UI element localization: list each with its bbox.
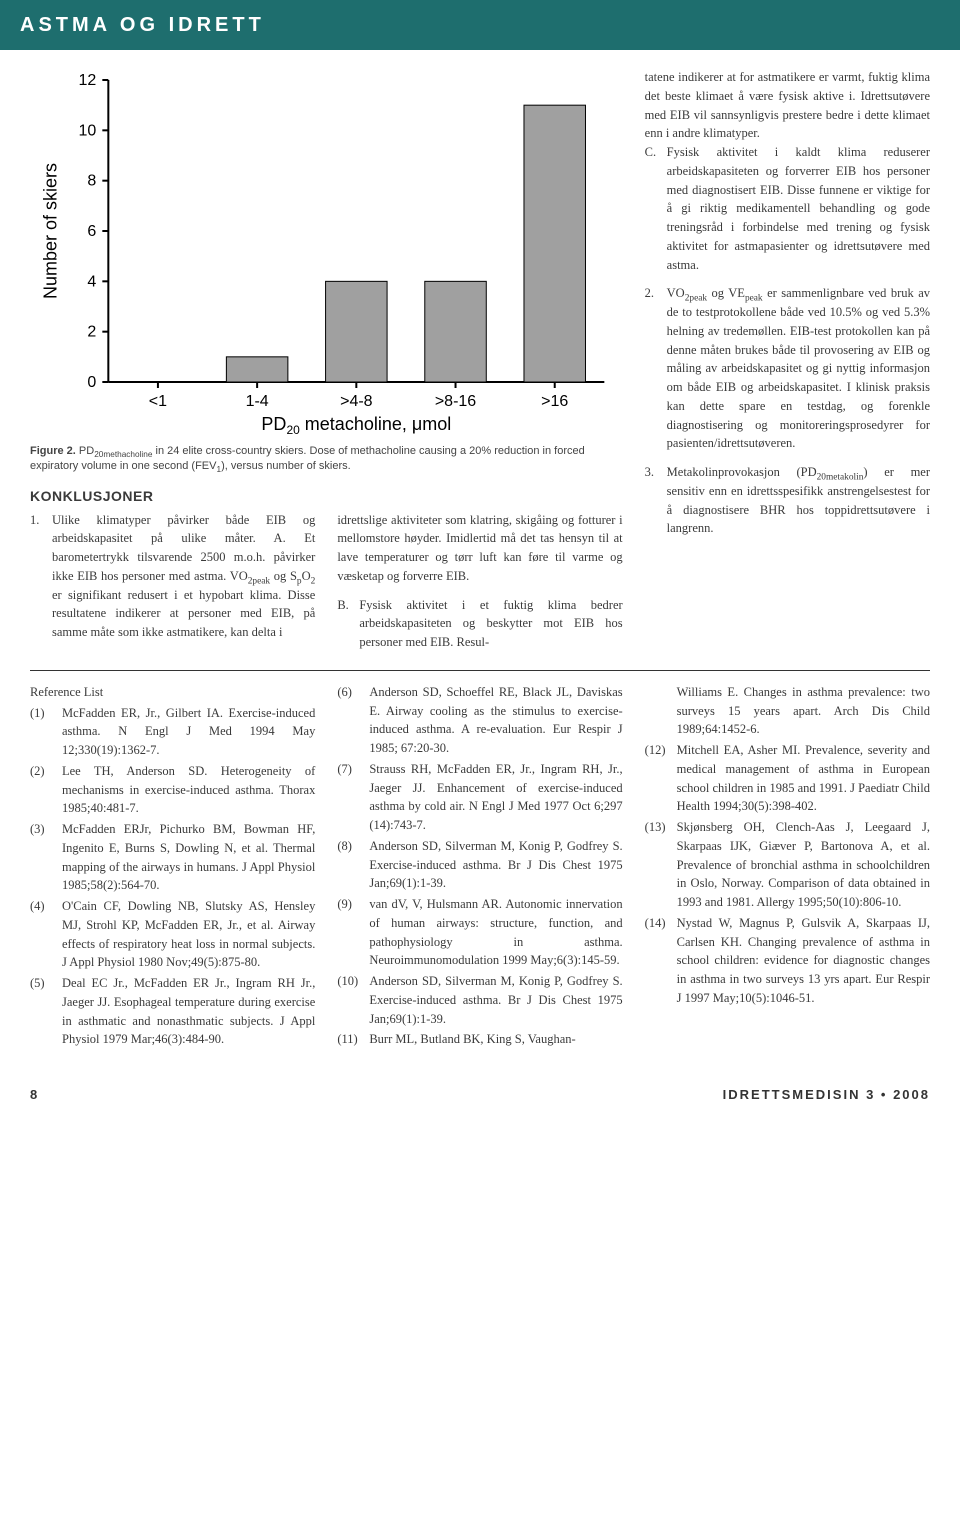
reference-number: (5) [30, 974, 56, 1049]
reference-item: (3)McFadden ERJr, Pichurko BM, Bowman HF… [30, 820, 315, 895]
reference-number [645, 683, 671, 739]
svg-text:Number of skiers: Number of skiers [40, 163, 60, 299]
item-1-marker: 1. [30, 511, 46, 642]
reference-item: (5)Deal EC Jr., McFadden ER Jr., Ingram … [30, 974, 315, 1049]
svg-text:1-4: 1-4 [246, 393, 269, 410]
reference-text: Nystad W, Magnus P, Gulsvik A, Skarpaas … [677, 914, 930, 1008]
reference-text: Anderson SD, Silverman M, Konig P, Godfr… [369, 837, 622, 893]
conclusions-heading: KONKLUSJONER [30, 486, 623, 507]
references-col2: (6)Anderson SD, Schoeffel RE, Black JL, … [337, 683, 622, 1051]
reference-item: (2)Lee TH, Anderson SD. Heterogeneity of… [30, 762, 315, 818]
references-col3: Williams E. Changes in asthma prevalence… [645, 683, 930, 1051]
reference-text: McFadden ER, Jr., Gilbert IA. Exercise-i… [62, 704, 315, 760]
item-2-text: VO2peak og VEpeak er sammenlignbare ved … [667, 284, 930, 453]
separator-line [30, 670, 930, 671]
reference-number: (12) [645, 741, 671, 816]
figure-caption-text: PD20methacholine in 24 elite cross-count… [30, 445, 585, 472]
svg-text:0: 0 [87, 374, 96, 391]
reference-number: (7) [337, 760, 363, 835]
svg-text:10: 10 [79, 122, 97, 139]
reference-item: (4)O'Cain CF, Dowling NB, Slutsky AS, He… [30, 897, 315, 972]
svg-text:>8-16: >8-16 [435, 393, 476, 410]
reference-number: (2) [30, 762, 56, 818]
section-header: ASTMA OG IDRETT [0, 0, 960, 50]
reference-text: Lee TH, Anderson SD. Heterogeneity of me… [62, 762, 315, 818]
reference-text: McFadden ERJr, Pichurko BM, Bowman HF, I… [62, 820, 315, 895]
reference-number: (14) [645, 914, 671, 1008]
svg-text:8: 8 [87, 173, 96, 190]
reference-text: Mitchell EA, Asher MI. Prevalence, sever… [677, 741, 930, 816]
svg-text:PD20 metacholine, μmol: PD20 metacholine, μmol [261, 414, 451, 437]
reference-number: (11) [337, 1030, 363, 1049]
item-c-text: Fysisk aktivitet i kaldt klima reduserer… [667, 143, 930, 274]
svg-text:<1: <1 [149, 393, 167, 410]
reference-number: (9) [337, 895, 363, 970]
reference-number: (8) [337, 837, 363, 893]
reference-number: (13) [645, 818, 671, 912]
svg-text:>16: >16 [541, 393, 568, 410]
figure-caption: Figure 2. PD20methacholine in 24 elite c… [30, 444, 623, 474]
reference-item: (6)Anderson SD, Schoeffel RE, Black JL, … [337, 683, 622, 758]
conclusions-col2: idrettslige aktiviteter som klatring, sk… [337, 511, 622, 652]
reference-item: (12)Mitchell EA, Asher MI. Prevalence, s… [645, 741, 930, 816]
reference-number: (1) [30, 704, 56, 760]
reference-item: (9)van dV, V, Hulsmann AR. Autonomic inn… [337, 895, 622, 970]
col2-continuation: idrettslige aktiviteter som klatring, sk… [337, 511, 622, 586]
reference-item: (10)Anderson SD, Silverman M, Konig P, G… [337, 972, 622, 1028]
item-3-text: Metakolinprovokasjon (PD20metakolin) er … [667, 463, 930, 538]
svg-text:>4-8: >4-8 [340, 393, 373, 410]
reference-number: (6) [337, 683, 363, 758]
item-2-marker: 2. [645, 284, 661, 453]
item-b-text: Fysisk aktivitet i et fuktig klima bedre… [359, 596, 622, 652]
bar-chart: 0 2 4 6 8 10 12 <1 1-4 >4-8 >8-16 >16 Number of skie… [30, 68, 623, 438]
reference-number: (4) [30, 897, 56, 972]
references-title: Reference List [30, 683, 315, 702]
svg-text:4: 4 [87, 273, 96, 290]
references-col1: Reference List (1)McFadden ER, Jr., Gilb… [30, 683, 315, 1051]
svg-text:2: 2 [87, 324, 96, 341]
reference-text: Anderson SD, Silverman M, Konig P, Godfr… [369, 972, 622, 1028]
figure-column: 0 2 4 6 8 10 12 <1 1-4 >4-8 >8-16 >16 Number of skie… [30, 68, 623, 652]
reference-item: (8)Anderson SD, Silverman M, Konig P, Go… [337, 837, 622, 893]
item-b-marker: B. [337, 596, 353, 652]
reference-item: (7)Strauss RH, McFadden ER, Jr., Ingram … [337, 760, 622, 835]
reference-item: (1)McFadden ER, Jr., Gilbert IA. Exercis… [30, 704, 315, 760]
reference-text: Strauss RH, McFadden ER, Jr., Ingram RH,… [369, 760, 622, 835]
page-content: 0 2 4 6 8 10 12 <1 1-4 >4-8 >8-16 >16 Number of skie… [0, 50, 960, 1071]
reference-text: Anderson SD, Schoeffel RE, Black JL, Dav… [369, 683, 622, 758]
item-1-text: Ulike klimatyper påvirker både EIB og ar… [52, 511, 315, 642]
svg-text:6: 6 [87, 223, 96, 240]
item-c-marker: C. [645, 143, 661, 274]
references: Reference List (1)McFadden ER, Jr., Gilb… [30, 683, 930, 1051]
svg-text:12: 12 [79, 72, 97, 89]
figure-label: Figure 2. [30, 445, 76, 457]
right-column: tatene indikerer at for astmatikere er v… [645, 68, 930, 652]
reference-text: van dV, V, Hulsmann AR. Autonomic innerv… [369, 895, 622, 970]
item-3-marker: 3. [645, 463, 661, 538]
reference-item: (11) Burr ML, Butland BK, King S, Vaughan… [337, 1030, 622, 1049]
reference-text: O'Cain CF, Dowling NB, Slutsky AS, Hensl… [62, 897, 315, 972]
reference-text: Deal EC Jr., McFadden ER Jr., Ingram RH … [62, 974, 315, 1049]
page-number: 8 [30, 1085, 37, 1105]
reference-item: Williams E. Changes in asthma prevalence… [645, 683, 930, 739]
conclusions-col1: 1. Ulike klimatyper påvirker både EIB og… [30, 511, 315, 652]
journal-issue: IDRETTSMEDISIN 3 • 2008 [723, 1085, 930, 1105]
reference-text: Burr ML, Butland BK, King S, Vaughan- [369, 1030, 622, 1049]
reference-number: (10) [337, 972, 363, 1028]
reference-text: Skjønsberg OH, Clench-Aas J, Leegaard J,… [677, 818, 930, 912]
reference-item: (13)Skjønsberg OH, Clench-Aas J, Leegaar… [645, 818, 930, 912]
right-col-p1: tatene indikerer at for astmatikere er v… [645, 68, 930, 143]
reference-number: (3) [30, 820, 56, 895]
reference-item: (14)Nystad W, Magnus P, Gulsvik A, Skarp… [645, 914, 930, 1008]
page-footer: 8 IDRETTSMEDISIN 3 • 2008 [0, 1071, 960, 1125]
reference-text: Williams E. Changes in asthma prevalence… [677, 683, 930, 739]
